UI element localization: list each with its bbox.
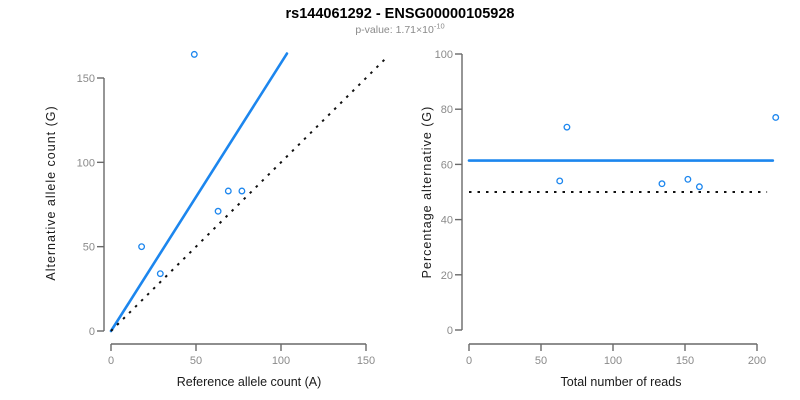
y-tick-label: 100 [77,157,95,169]
x-tick-label: 100 [272,355,290,367]
x-tick-label: 0 [108,355,114,367]
y-tick-label: 40 [441,215,453,227]
data-point [556,177,564,185]
percentage-panel: 0 50 100 150 200 0 20 40 60 80 100 Total number of … [420,49,780,389]
fitted-line [109,52,289,333]
data-point [563,123,571,131]
data-point [684,175,692,183]
data-point [214,207,222,215]
x-tick-label: 50 [535,355,547,367]
allele-counts-panel: 0 50 100 150 0 50 100 150 Reference allele count… [44,50,389,389]
x-tick-label: 50 [190,355,202,367]
y-tick-label: 100 [435,49,453,61]
data-point [224,187,232,195]
data-point [190,50,198,58]
y-tick-label: 20 [441,270,453,282]
figure-subtitle: p-value: 1.71×10-10 [0,21,800,36]
x-axis-title: Total number of reads [561,375,682,389]
y-tick-label: 60 [441,159,453,171]
y-tick-label: 50 [83,242,95,254]
data-point [138,243,146,251]
x-tick-label: 0 [466,355,472,367]
data-point [772,114,780,121]
y-tick-label: 0 [89,326,95,338]
data-point [156,270,164,278]
figure-title: rs144061292 - ENSG00000105928 [285,6,515,22]
x-tick-label: 150 [676,355,694,367]
y-axis-title: Alternative allele count (G) [44,105,58,280]
y-tick-label: 80 [441,104,453,116]
data-point [658,180,666,188]
data-point [238,187,246,195]
x-tick-label: 150 [357,355,375,367]
p-value-text: p-value: 1.71×10 [355,24,434,36]
y-axis-title: Percentage alternative (G) [420,106,434,279]
p-value-exponent: -10 [433,21,445,31]
y-tick-label: 150 [77,73,95,85]
identity-line [110,55,389,332]
data-point [695,183,703,191]
x-tick-label: 200 [748,355,766,367]
x-axis-title: Reference allele count (A) [177,375,322,389]
x-tick-label: 100 [604,355,622,367]
y-tick-label: 0 [447,325,453,337]
